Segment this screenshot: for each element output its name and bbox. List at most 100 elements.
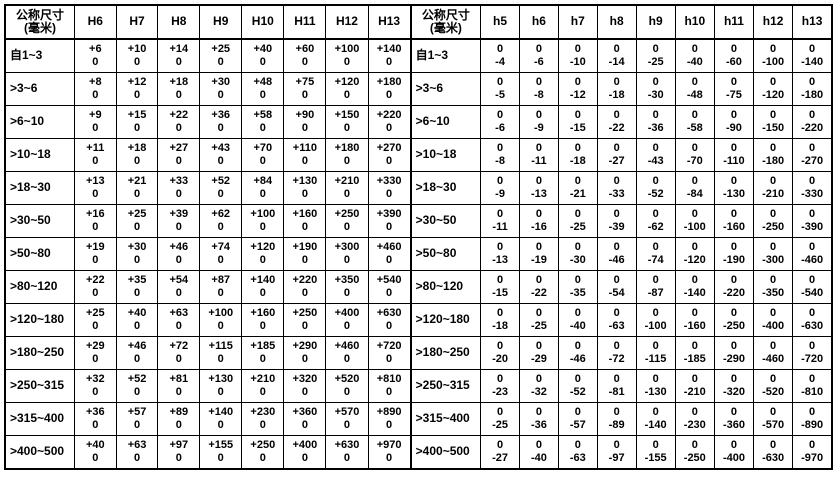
tolerance-cell: 0-52 (636, 172, 675, 205)
lower-deviation: -25 (520, 320, 558, 333)
upper-deviation: +39 (158, 208, 199, 221)
tolerance-cell: 0-720 (793, 337, 832, 370)
tolerance-cell: +9700 (368, 436, 410, 470)
upper-deviation: 0 (598, 109, 636, 122)
lower-deviation: -100 (676, 221, 714, 234)
tolerance-cell: +1900 (284, 238, 326, 271)
upper-deviation: +40 (75, 439, 116, 452)
tolerance-cell: +2100 (242, 370, 284, 403)
tolerance-cell: 0-62 (636, 205, 675, 238)
tolerance-cell: +220 (74, 271, 116, 304)
lower-deviation: -160 (715, 221, 753, 234)
col-H6: H6 (74, 5, 116, 39)
tolerance-cell: 0-140 (636, 403, 675, 436)
lower-deviation: 0 (117, 188, 158, 201)
col-H10: H10 (242, 5, 284, 39)
lower-deviation: 0 (158, 56, 199, 69)
lower-deviation: -63 (598, 320, 636, 333)
lower-deviation: 0 (242, 419, 283, 432)
lower-deviation: -13 (520, 188, 558, 201)
upper-deviation: +180 (369, 76, 410, 89)
tolerance-cell: +1200 (242, 238, 284, 271)
upper-deviation: 0 (793, 142, 831, 155)
tolerance-cell: 0-320 (714, 370, 753, 403)
upper-deviation: +33 (158, 175, 199, 188)
tolerance-cell: 0-890 (793, 403, 832, 436)
upper-deviation: +27 (158, 142, 199, 155)
tolerance-cell: +1600 (284, 205, 326, 238)
tolerance-cell: 0-630 (793, 304, 832, 337)
upper-deviation: +25 (200, 43, 241, 56)
upper-deviation: 0 (598, 175, 636, 188)
lower-deviation: -72 (598, 353, 636, 366)
upper-deviation: 0 (481, 175, 519, 188)
lower-deviation: 0 (242, 452, 283, 465)
upper-deviation: 0 (559, 109, 597, 122)
upper-deviation: +330 (369, 175, 410, 188)
lower-deviation: 0 (200, 155, 241, 168)
table-row: >30~500-110-160-250-390-620-1000-1600-25… (411, 205, 832, 238)
upper-deviation: 0 (637, 142, 675, 155)
upper-deviation: +74 (200, 241, 241, 254)
lower-deviation: -18 (559, 155, 597, 168)
upper-deviation: 0 (481, 439, 519, 452)
upper-deviation: 0 (715, 142, 753, 155)
tolerance-cell: +890 (158, 403, 200, 436)
upper-deviation: 0 (559, 241, 597, 254)
upper-deviation: 0 (520, 274, 558, 287)
upper-deviation: 0 (793, 208, 831, 221)
upper-deviation: +43 (200, 142, 241, 155)
tolerance-cell: 0-210 (675, 370, 714, 403)
lower-deviation: 0 (326, 188, 367, 201)
upper-deviation: 0 (676, 208, 714, 221)
upper-deviation: +220 (369, 109, 410, 122)
upper-deviation: +185 (242, 340, 283, 353)
upper-deviation: 0 (520, 175, 558, 188)
tolerance-cell: +120 (116, 73, 158, 106)
tolerance-cell: 0-74 (636, 238, 675, 271)
tolerance-cell: 0-180 (793, 73, 832, 106)
lower-deviation: 0 (284, 122, 325, 135)
lower-deviation: 0 (158, 254, 199, 267)
upper-deviation: +890 (369, 406, 410, 419)
lower-deviation: 0 (117, 419, 158, 432)
lower-deviation: -120 (676, 254, 714, 267)
lower-deviation: -810 (793, 386, 831, 399)
tolerance-cell: 0-630 (754, 436, 793, 470)
row-label: >250~315 (411, 370, 480, 403)
row-label: >80~120 (5, 271, 74, 304)
upper-deviation: +60 (284, 43, 325, 56)
tolerance-cell: 0-30 (558, 238, 597, 271)
tolerance-cell: 0-390 (793, 205, 832, 238)
upper-deviation: 0 (715, 307, 753, 320)
tolerance-cell: +870 (200, 271, 242, 304)
lower-deviation: 0 (326, 254, 367, 267)
tolerance-cell: 0-15 (558, 106, 597, 139)
lower-deviation: 0 (284, 353, 325, 366)
tolerance-cell: 0-46 (597, 238, 636, 271)
lower-deviation: -300 (754, 254, 792, 267)
left-header-label: 公称尺寸 (毫米) (5, 5, 74, 39)
upper-deviation: +810 (369, 373, 410, 386)
lower-deviation: 0 (117, 56, 158, 69)
upper-deviation: +300 (326, 241, 367, 254)
tolerance-cell: +570 (116, 403, 158, 436)
upper-deviation: 0 (559, 307, 597, 320)
upper-deviation: 0 (559, 76, 597, 89)
upper-deviation: 0 (520, 43, 558, 56)
lower-deviation: -230 (676, 419, 714, 432)
lower-deviation: 0 (158, 221, 199, 234)
tolerance-cell: 0-11 (481, 205, 520, 238)
tolerance-cell: +1400 (368, 39, 410, 73)
upper-deviation: +9 (75, 109, 116, 122)
tolerance-cell: +6300 (368, 304, 410, 337)
table-row: >250~315+320+520+810+1300+2100+3200+5200… (5, 370, 410, 403)
lower-deviation: 0 (369, 155, 410, 168)
tolerance-cell: +700 (242, 139, 284, 172)
upper-deviation: 0 (715, 274, 753, 287)
upper-deviation: 0 (520, 406, 558, 419)
table-row: >6~10+90+150+220+360+580+900+1500+2200 (5, 106, 410, 139)
tolerance-cell: +180 (116, 139, 158, 172)
lower-deviation: 0 (284, 287, 325, 300)
tolerance-cell: +1100 (284, 139, 326, 172)
